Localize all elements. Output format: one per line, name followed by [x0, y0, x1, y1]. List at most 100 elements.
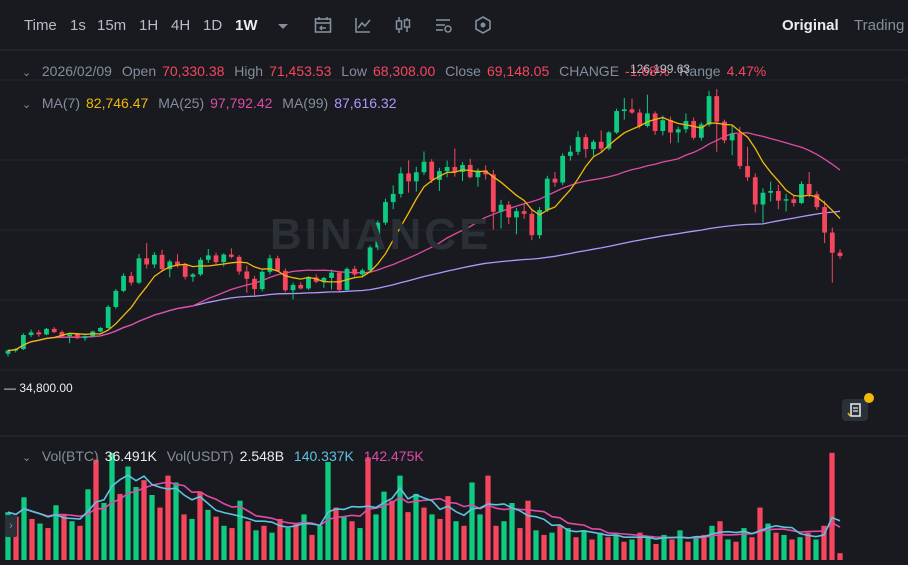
volume-bar-51 — [413, 493, 419, 560]
high-label: High — [234, 63, 264, 79]
candle-body-70 — [544, 178, 550, 211]
volume-bar-81 — [653, 544, 659, 560]
calendar-icon[interactable] — [313, 15, 333, 35]
volume-bar-19 — [157, 507, 163, 560]
candle-body-12 — [98, 327, 103, 332]
ma25-value: 97,792.42 — [210, 95, 273, 111]
candle-body-49 — [383, 202, 388, 223]
volume-bar-76 — [613, 534, 619, 560]
chart-grid — [0, 49, 908, 437]
volume-bar-30 — [245, 521, 251, 560]
candle-body-67 — [521, 211, 527, 214]
candle-body-54 — [421, 161, 427, 173]
depth-icon[interactable] — [473, 15, 493, 35]
ohlc-legend: ⌄ 2026/02/09 Open 70,330.38 High 71,453.53… — [22, 63, 772, 79]
ma7-path — [7, 116, 841, 352]
candle-date: 2026/02/09 — [41, 63, 112, 79]
volume-bar-55 — [445, 496, 451, 560]
candle-body-55 — [429, 161, 435, 180]
volume-bar-104 — [837, 553, 843, 560]
ma7-label: MA(7) — [41, 95, 81, 111]
interval-1s[interactable]: 1s — [70, 17, 86, 34]
binance-watermark: BINANCE — [270, 210, 492, 259]
view-original[interactable]: Original — [782, 17, 839, 34]
volume-bar-16 — [133, 487, 139, 560]
candle-body-69 — [537, 210, 542, 236]
close-label: Close — [445, 63, 481, 79]
volume-bar-9 — [77, 525, 83, 560]
volume-bar-38 — [309, 534, 315, 560]
volume-bar-24 — [197, 491, 203, 560]
candle-body-83 — [645, 113, 650, 127]
candle-body-16 — [128, 275, 134, 283]
settings-icon[interactable] — [433, 15, 453, 35]
collapse-chevron-icon[interactable]: ⌄ — [22, 67, 32, 79]
interval-dropdown-icon[interactable] — [273, 16, 293, 36]
volume-bar-87 — [701, 534, 707, 560]
candle-body-21 — [167, 261, 173, 270]
volume-bar-49 — [397, 475, 403, 560]
volume-bar-68 — [549, 532, 555, 560]
candle-body-78 — [606, 132, 612, 149]
candle-body-91 — [706, 96, 712, 125]
vol-ma1-path — [7, 474, 841, 540]
volume-bar-39 — [317, 525, 323, 560]
volume-bar-3 — [29, 518, 35, 560]
vol-collapse-chevron-icon[interactable]: ⌄ — [22, 452, 32, 464]
candle-body-99 — [768, 190, 774, 193]
volume-bar-72 — [581, 530, 587, 560]
vol-ma2-value: 142.475K — [363, 448, 424, 464]
interval-1w[interactable]: 1W — [235, 17, 258, 34]
volume-bar-32 — [261, 525, 267, 560]
candle-body-39 — [306, 277, 311, 289]
volume-bar-17 — [141, 480, 147, 560]
candle-body-51 — [398, 173, 404, 194]
volume-bar-98 — [789, 539, 795, 560]
volume-bar-97 — [781, 534, 787, 560]
order-book-icon — [847, 403, 861, 417]
interval-1h[interactable]: 1H — [139, 17, 159, 34]
candle-body-64 — [498, 204, 504, 212]
change-value: -1.68% — [625, 63, 670, 79]
candle-body-6 — [51, 328, 57, 333]
volume-bar-44 — [357, 528, 363, 560]
volume-bar-84 — [677, 530, 683, 560]
candle-body-9 — [74, 334, 80, 339]
vol-usdt-label: Vol(USDT) — [166, 448, 234, 464]
candle-body-71 — [552, 178, 558, 183]
candle-body-8 — [67, 334, 73, 337]
volume-bar-82 — [661, 534, 667, 560]
candle-body-23 — [182, 265, 188, 277]
candle-body-103 — [799, 183, 804, 203]
time-label[interactable]: Time — [24, 17, 57, 34]
candle-body-33 — [259, 271, 265, 290]
order-button[interactable] — [842, 399, 868, 421]
candle-body-25 — [198, 259, 203, 275]
candle-body-37 — [290, 284, 296, 291]
interval-1d[interactable]: 1D — [203, 17, 223, 34]
interval-15m[interactable]: 15m — [97, 17, 127, 34]
vol-btc-label: Vol(BTC) — [41, 448, 99, 464]
volume-bar-62 — [501, 521, 507, 560]
volume-bar-6 — [53, 505, 59, 560]
volume-bar-28 — [229, 528, 235, 560]
candle-body-79 — [614, 111, 619, 133]
volume-bar-14 — [117, 493, 123, 560]
volume-bar-92 — [741, 528, 747, 560]
candle-body-27 — [213, 255, 219, 263]
scroll-left-arrow-icon[interactable]: › — [5, 515, 17, 537]
indicators-icon[interactable] — [353, 15, 373, 35]
volume-bar-2 — [21, 497, 27, 560]
candle-type-icon[interactable] — [393, 15, 413, 35]
candle-body-63 — [490, 174, 496, 212]
view-trading[interactable]: Trading — [854, 17, 905, 34]
volume-bar-100 — [805, 532, 811, 560]
volume-bar-23 — [189, 518, 195, 560]
interval-4h[interactable]: 4H — [171, 17, 191, 34]
volume-bar-5 — [45, 528, 51, 560]
volume-bar-71 — [573, 537, 579, 560]
volume-bar-20 — [165, 475, 171, 560]
volume-bar-59 — [477, 514, 483, 560]
ma-collapse-chevron-icon[interactable]: ⌄ — [22, 99, 32, 111]
